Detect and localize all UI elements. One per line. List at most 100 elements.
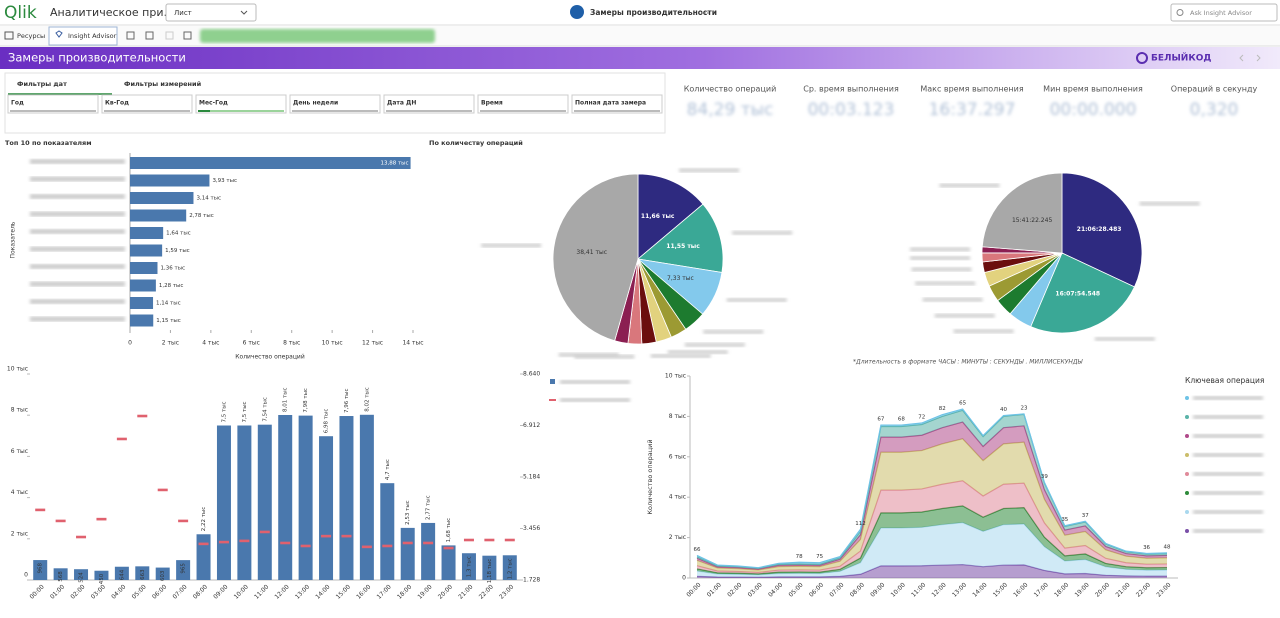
value-label: 1,59 тыс xyxy=(165,248,190,254)
toolbar-icons[interactable] xyxy=(126,31,192,40)
filter-box[interactable] xyxy=(477,94,569,114)
bar xyxy=(74,569,89,580)
y-axis-label: Показатель xyxy=(10,221,17,258)
more-menu[interactable] xyxy=(701,12,709,14)
filter-tab[interactable]: Фильтры измерений xyxy=(124,80,202,88)
y-tick-label: 6 тыс xyxy=(11,448,28,455)
legend-swatch xyxy=(1185,491,1189,495)
search-box[interactable] xyxy=(1170,3,1278,22)
category-placeholder xyxy=(939,183,1000,188)
marker xyxy=(423,541,434,545)
slice-label: 16:07:54.548 xyxy=(1055,291,1100,298)
category-placeholder xyxy=(679,168,740,173)
x-tick-label: 08:00 xyxy=(192,583,209,600)
filter-box[interactable] xyxy=(195,94,287,114)
filter-box[interactable] xyxy=(289,94,381,114)
y-tick-label: 6 тыс xyxy=(669,453,686,460)
x-tick-label: 06:00 xyxy=(808,581,825,598)
chart-title: По количеству операций xyxy=(429,139,523,147)
x-tick-label: 23:00 xyxy=(498,583,515,600)
category-placeholder xyxy=(30,281,125,287)
value-label: 75 xyxy=(816,554,823,560)
value-label: 663 xyxy=(140,569,146,580)
marker xyxy=(259,530,270,534)
category-placeholder xyxy=(30,299,125,304)
pie-slice xyxy=(981,172,1063,254)
marker xyxy=(402,541,413,545)
value-label: 4,7 тыс xyxy=(385,459,391,480)
area xyxy=(697,438,1167,573)
kpi-label: Количество операций xyxy=(684,85,777,94)
x-tick-label: 22:00 xyxy=(478,583,495,600)
x-tick-label: 07:00 xyxy=(171,583,188,600)
filter-label: День недели xyxy=(293,100,338,107)
marker xyxy=(157,488,168,492)
sheet-dropdown[interactable] xyxy=(165,3,257,22)
category-placeholder xyxy=(1139,201,1200,206)
legend-placeholder xyxy=(1193,510,1263,514)
area xyxy=(697,522,1167,578)
y-tick-label: 8 тыс xyxy=(11,407,28,414)
value-label: 72 xyxy=(918,415,925,421)
insight-text: Insight Advisor xyxy=(68,32,117,40)
filter-tab[interactable]: Фильтры дат xyxy=(17,80,67,88)
bar xyxy=(176,560,191,580)
pie-slice xyxy=(637,203,724,273)
kpi-value: 16:37.297 xyxy=(929,100,1016,120)
marker xyxy=(280,541,291,545)
category-placeholder xyxy=(910,247,971,252)
value-label: 68 xyxy=(898,417,905,423)
value-label: 568 xyxy=(58,571,64,582)
kpi-value: 0,320 xyxy=(1190,100,1239,120)
app-title[interactable]: Аналитическое при… xyxy=(50,6,174,19)
legend-swatch xyxy=(1185,510,1189,514)
bar xyxy=(130,227,164,239)
sheet-nav[interactable] xyxy=(1239,54,1261,62)
insight-button[interactable] xyxy=(48,26,118,46)
value-label: 8,02 тыс xyxy=(364,387,370,412)
category-placeholder xyxy=(684,342,745,347)
x-tick-label: 09:00 xyxy=(869,581,886,598)
slice-label: 11,55 тыс xyxy=(666,243,700,250)
legend-swatch xyxy=(1185,472,1189,476)
value-label: 524 xyxy=(79,572,85,583)
category-placeholder xyxy=(481,243,542,248)
marker xyxy=(484,538,495,542)
pie-slice xyxy=(637,173,704,260)
bar xyxy=(421,522,436,580)
filter-box[interactable] xyxy=(571,94,663,114)
filter-box[interactable] xyxy=(7,94,99,114)
value-label: 3,14 тыс xyxy=(196,196,221,202)
value-label: 968 xyxy=(38,563,44,574)
value-label: 965 xyxy=(181,563,187,574)
value-label: 40 xyxy=(1000,407,1007,413)
resources-button[interactable]: Ресурсы xyxy=(17,32,45,40)
category-placeholder xyxy=(30,264,125,269)
x-tick-label: 14:00 xyxy=(314,583,331,600)
bar xyxy=(319,436,334,580)
bar xyxy=(298,415,313,580)
filter-box[interactable] xyxy=(101,94,193,114)
search-placeholder: Ask Insight Advisor xyxy=(1190,9,1252,17)
slice-label: 21:06:28.483 xyxy=(1077,226,1122,233)
filter-label: Дата ДН xyxy=(387,100,416,107)
marker xyxy=(76,535,87,539)
category-placeholder xyxy=(1094,336,1155,341)
value-label: 37 xyxy=(1082,513,1089,519)
logo[interactable]: Qlik xyxy=(4,3,37,23)
x-tick-label: 2 тыс xyxy=(162,340,179,347)
x-tick-label: 06:00 xyxy=(151,583,168,600)
value-label: 1,64 тыс xyxy=(166,231,191,237)
marker xyxy=(137,414,148,418)
marker xyxy=(55,519,66,523)
x-tick-label: 11:00 xyxy=(910,581,927,598)
legend-swatch xyxy=(1185,453,1189,457)
value-label: 2,53 тыс xyxy=(405,500,411,525)
legend-placeholder xyxy=(560,398,630,402)
x-tick-label: 14:00 xyxy=(971,581,988,598)
bar xyxy=(502,555,517,580)
bar xyxy=(359,414,374,580)
filter-box[interactable] xyxy=(383,94,475,114)
value-label: 67 xyxy=(877,417,884,423)
x-tick-label: 17:00 xyxy=(1033,581,1050,598)
